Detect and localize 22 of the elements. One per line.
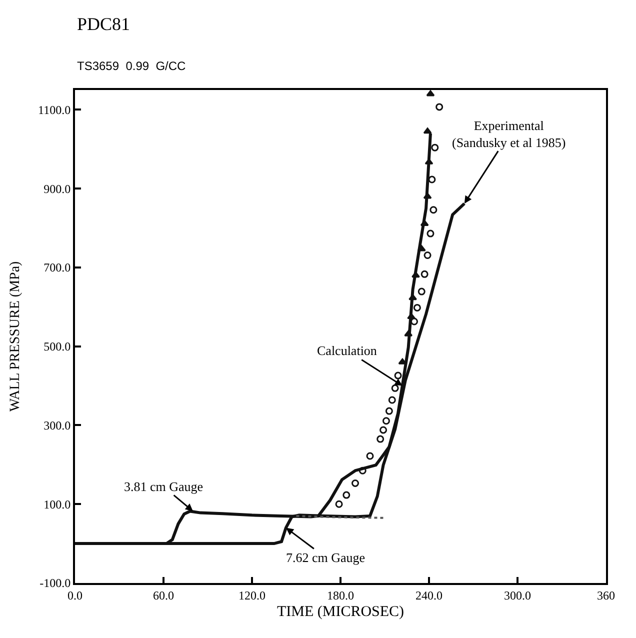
x-axis-title: TIME (MICROSEC) <box>276 604 404 620</box>
y-tick-label: 500.0 <box>44 340 71 354</box>
annotation: Experimental (Sandusky et al 1985) <box>452 118 566 150</box>
y-tick-label: 900.0 <box>44 182 71 196</box>
y-tick-label: 700.0 <box>44 260 71 275</box>
x-tick-label: 300.0 <box>504 588 531 602</box>
x-tick-label: 180.0 <box>327 588 354 602</box>
x-tick-label: 240.0 <box>416 588 442 602</box>
annotation: 7.62 cm Gauge <box>286 550 366 565</box>
annotation: 3.81 cm Gauge <box>124 479 204 494</box>
y-tick-label: 300.0 <box>44 418 71 432</box>
x-tick-label: 60.0 <box>153 588 174 602</box>
y-tick-label: -100.0 <box>40 576 71 590</box>
x-tick-label: 0.0 <box>68 588 82 602</box>
annotation: Calculation <box>317 343 378 358</box>
x-tick-label: 120.0 <box>238 588 266 602</box>
y-axis-title: WALL PRESSURE (MPa) <box>8 260 24 412</box>
chart-subtitle: TS3659 0.99 G/CC <box>77 59 186 73</box>
y-tick-label: 100.0 <box>44 497 71 512</box>
x-tick-label: 360 <box>597 588 615 602</box>
chart-title: PDC81 <box>77 14 130 34</box>
y-tick-label: 1100.0 <box>38 102 71 117</box>
